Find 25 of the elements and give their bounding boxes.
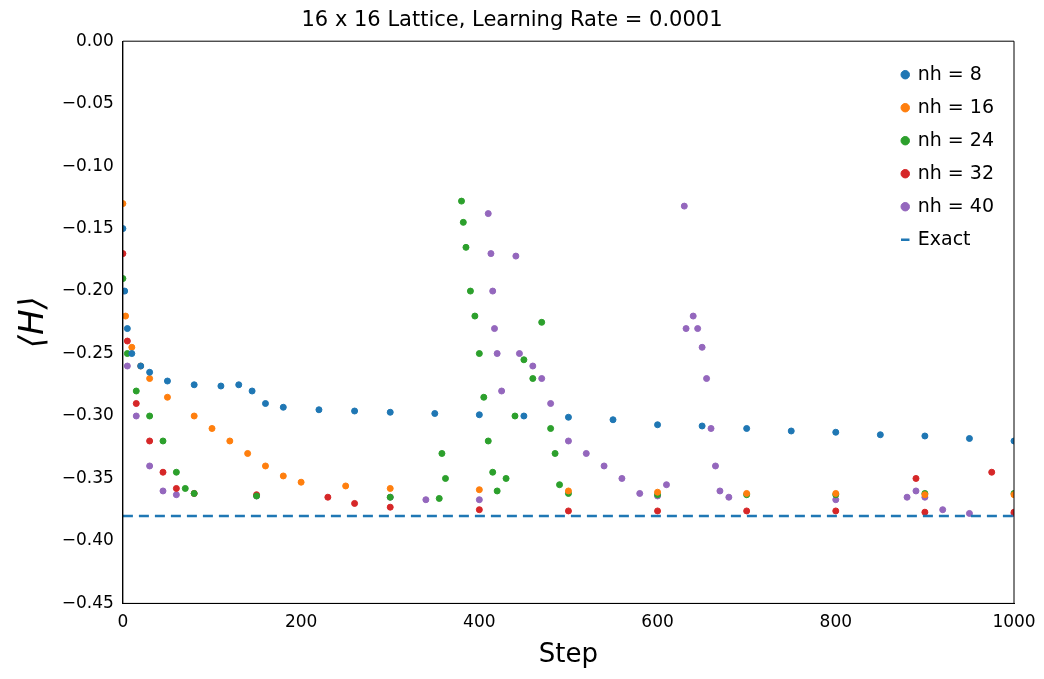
x-tick-label: 400: [463, 611, 496, 632]
x-tick-label: 0: [117, 611, 129, 632]
y-tick-label: −0.30: [61, 404, 114, 425]
y-tick-label: −0.25: [61, 341, 114, 362]
legend-label: nh = 8: [917, 61, 982, 84]
y-axis-title: ⟨H⟩: [11, 296, 52, 349]
legend-label: nh = 40: [917, 193, 995, 216]
chart-title: 16 x 16 Lattice, Learning Rate = 0.0001: [301, 7, 723, 32]
x-tick-label: 1000: [992, 611, 1036, 632]
legend-label: nh = 24: [917, 127, 995, 150]
y-tick-label: −0.15: [61, 217, 114, 238]
legend-label: Exact: [917, 226, 971, 249]
legend-label: nh = 32: [917, 160, 995, 183]
y-tick-label: −0.20: [61, 279, 114, 300]
x-tick-label: 600: [641, 611, 674, 632]
y-tick-label: −0.45: [61, 591, 114, 612]
x-axis-title: Step: [538, 638, 599, 669]
legend-label: nh = 16: [917, 94, 995, 117]
y-tick-label: −0.05: [61, 92, 114, 113]
y-tick-label: −0.35: [61, 466, 114, 487]
y-tick-label: −0.10: [61, 154, 114, 175]
y-tick-label: 0.00: [76, 29, 114, 50]
x-tick-label: 200: [284, 611, 318, 632]
y-tick-label: −0.40: [61, 529, 114, 550]
x-tick-label: 800: [819, 611, 853, 632]
